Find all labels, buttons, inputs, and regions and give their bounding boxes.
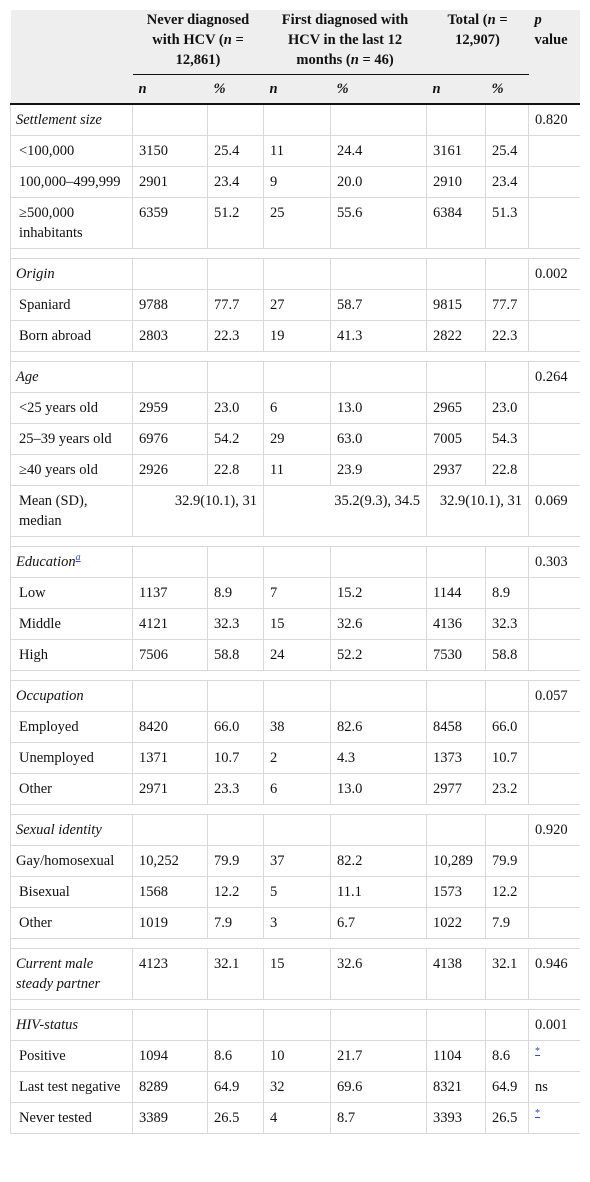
section-title-sexual-identity: Sexual identity <box>10 814 133 846</box>
table-row: ≥40 years old 2926 22.8 11 23.9 2937 22.… <box>10 454 580 486</box>
section-title-hiv-status: HIV-status <box>10 1009 133 1041</box>
section-row: Origin 0.002 <box>10 258 580 290</box>
section-row: Occupation 0.057 <box>10 680 580 712</box>
spacer-row <box>10 999 580 1010</box>
table-row: Unemployed 1371 10.7 2 4.3 1373 10.7 <box>10 742 580 774</box>
section-title-education: Educationa <box>10 546 133 578</box>
section-row: HIV-status 0.001 <box>10 1009 580 1041</box>
p-value: 0.946 <box>528 948 580 1000</box>
table-row: Spaniard 9788 77.7 27 58.7 9815 77.7 <box>10 289 580 321</box>
table-row: Low 1137 8.9 7 15.2 1144 8.9 <box>10 577 580 609</box>
spacer-row <box>10 248 580 259</box>
p-value: 0.057 <box>528 680 580 712</box>
subheader-blank <box>10 74 133 105</box>
subheader-percent: % <box>485 74 529 105</box>
table-container: Never diagnosed with HCV (n = 12,861) Fi… <box>10 10 580 1172</box>
header-first-diagnosed: First diagnosed with HCV in the last 12 … <box>263 10 427 75</box>
p-value: * <box>528 1102 580 1134</box>
table-row: Mean (SD), median 32.9(10.1), 31 35.2(9.… <box>10 485 580 537</box>
p-value: 0.069 <box>528 485 580 537</box>
header-p-value: p value <box>534 12 568 48</box>
table-row: <25 years old 2959 23.0 6 13.0 2965 23.0 <box>10 392 580 424</box>
table-header: Never diagnosed with HCV (n = 12,861) Fi… <box>10 10 580 105</box>
significance-footnote-link[interactable]: * <box>535 1108 541 1120</box>
table-row: Born abroad 2803 22.3 19 41.3 2822 22.3 <box>10 320 580 352</box>
section-row: Sexual identity 0.920 <box>10 814 580 846</box>
table-row: Employed 8420 66.0 38 82.6 8458 66.0 <box>10 711 580 743</box>
section-title-occupation: Occupation <box>10 680 133 712</box>
section-title-settlement: Settlement size <box>10 103 133 136</box>
subheader-n: n <box>426 74 486 105</box>
table-row: 25–39 years old 6976 54.2 29 63.0 7005 5… <box>10 423 580 455</box>
table-row: Current male steady partner 4123 32.1 15… <box>10 948 580 1000</box>
mean-sd-median-label: Mean (SD), median <box>10 485 133 537</box>
subheader-n: n <box>132 74 208 105</box>
table-row: Middle 4121 32.3 15 32.6 4136 32.3 <box>10 608 580 640</box>
table-row: Never tested 3389 26.5 4 8.7 3393 26.5 * <box>10 1102 580 1134</box>
p-value: 0.303 <box>528 546 580 578</box>
table-row: ≥500,000 inhabitants 6359 51.2 25 55.6 6… <box>10 197 580 249</box>
p-value: 0.820 <box>528 103 580 136</box>
subheader-percent: % <box>330 74 427 105</box>
section-row: Age 0.264 <box>10 361 580 393</box>
hcv-characteristics-table: Never diagnosed with HCV (n = 12,861) Fi… <box>10 10 580 1134</box>
table-row: Last test negative 8289 64.9 32 69.6 832… <box>10 1071 580 1103</box>
subheader-blank <box>528 74 580 105</box>
table-row: Gay/homosexual 10,252 79.9 37 82.2 10,28… <box>10 845 580 877</box>
p-value: ns <box>528 1071 580 1103</box>
table-row: Positive 1094 8.6 10 21.7 1104 8.6 * <box>10 1040 580 1072</box>
table-row: 100,000–499,999 2901 23.4 9 20.0 2910 23… <box>10 166 580 198</box>
table-row: Other 1019 7.9 3 6.7 1022 7.9 <box>10 907 580 939</box>
header-total: Total (n = 12,907) <box>426 10 529 75</box>
section-row: Educationa 0.303 <box>10 546 580 578</box>
section-title-origin: Origin <box>10 258 133 290</box>
spacer-row <box>10 670 580 681</box>
table-row: High 7506 58.8 24 52.2 7530 58.8 <box>10 639 580 671</box>
header-blank <box>11 10 133 75</box>
section-row: Settlement size 0.820 <box>10 103 580 136</box>
spacer-row <box>10 804 580 815</box>
footnote-link[interactable]: a <box>75 552 81 564</box>
table-row: Bisexual 1568 12.2 5 11.1 1573 12.2 <box>10 876 580 908</box>
p-value: 0.002 <box>528 258 580 290</box>
significance-footnote-link[interactable]: * <box>535 1046 541 1058</box>
subheader-percent: % <box>207 74 264 105</box>
spacer-row <box>10 536 580 547</box>
p-value: 0.264 <box>528 361 580 393</box>
table-row: Other 2971 23.3 6 13.0 2977 23.2 <box>10 773 580 805</box>
table-row: <100,000 3150 25.4 11 24.4 3161 25.4 <box>10 135 580 167</box>
p-value: 0.001 <box>528 1009 580 1041</box>
header-never-diagnosed: Never diagnosed with HCV (n = 12,861) <box>132 10 264 75</box>
section-title-age: Age <box>10 361 133 393</box>
p-value: * <box>528 1040 580 1072</box>
section-title-steady-partner: Current male steady partner <box>10 948 133 1000</box>
spacer-row <box>10 938 580 949</box>
subheader-n: n <box>263 74 331 105</box>
spacer-row <box>10 351 580 362</box>
p-value: 0.920 <box>528 814 580 846</box>
